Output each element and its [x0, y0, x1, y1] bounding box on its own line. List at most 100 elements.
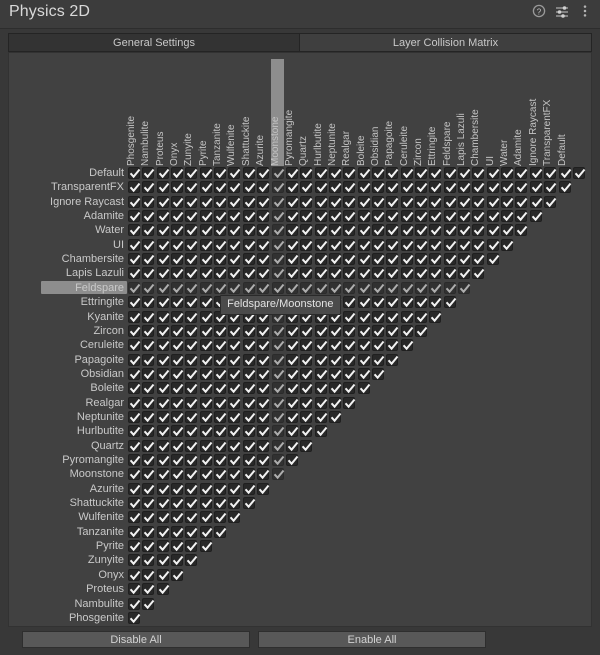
- collision-checkbox[interactable]: [257, 167, 270, 179]
- collision-checkbox[interactable]: [429, 267, 442, 280]
- collision-checkbox[interactable]: [156, 339, 169, 352]
- collision-checkbox[interactable]: [142, 353, 155, 366]
- column-header-adamite[interactable]: Adamite: [513, 129, 525, 166]
- collision-checkbox[interactable]: [343, 167, 356, 179]
- collision-checkbox[interactable]: [228, 468, 241, 481]
- collision-checkbox[interactable]: [371, 339, 385, 352]
- collision-checkbox[interactable]: [300, 396, 313, 409]
- collision-checkbox[interactable]: [185, 439, 198, 452]
- column-header-phosgenite[interactable]: Phosgenite: [126, 115, 137, 166]
- collision-checkbox[interactable]: [128, 296, 141, 309]
- collision-checkbox[interactable]: [386, 339, 399, 352]
- collision-checkbox[interactable]: [314, 195, 327, 208]
- collision-checkbox[interactable]: [128, 611, 141, 624]
- collision-checkbox[interactable]: [171, 195, 184, 208]
- collision-checkbox[interactable]: [142, 540, 155, 553]
- collision-checkbox[interactable]: [199, 238, 213, 251]
- collision-checkbox[interactable]: [228, 253, 241, 266]
- collision-checkbox[interactable]: [199, 195, 213, 208]
- collision-checkbox[interactable]: [314, 396, 327, 409]
- collision-checkbox[interactable]: [300, 224, 313, 237]
- column-header-obsidian[interactable]: Obsidian: [369, 126, 381, 166]
- column-header-ui[interactable]: UI: [484, 156, 496, 166]
- collision-checkbox[interactable]: [228, 497, 241, 510]
- collision-checkbox[interactable]: [199, 525, 213, 538]
- collision-checkbox[interactable]: [242, 181, 256, 194]
- collision-checkbox[interactable]: [429, 224, 442, 237]
- collision-checkbox[interactable]: [156, 439, 169, 452]
- collision-checkbox[interactable]: [171, 439, 184, 452]
- row-header-boleite[interactable]: Boleite: [90, 382, 124, 395]
- collision-checkbox[interactable]: [128, 367, 141, 380]
- collision-checkbox[interactable]: [142, 367, 155, 380]
- collision-checkbox[interactable]: [214, 525, 227, 538]
- collision-checkbox[interactable]: [128, 439, 141, 452]
- collision-checkbox[interactable]: [199, 353, 213, 366]
- collision-checkbox[interactable]: [156, 511, 169, 524]
- collision-checkbox[interactable]: [228, 195, 241, 208]
- collision-checkbox[interactable]: [501, 181, 514, 194]
- collision-checkbox[interactable]: [142, 324, 155, 337]
- column-header-ceruleite[interactable]: Ceruleite: [398, 125, 410, 166]
- collision-checkbox[interactable]: [185, 396, 198, 409]
- collision-checkbox[interactable]: [529, 195, 543, 208]
- collision-checkbox[interactable]: [285, 281, 299, 294]
- collision-checkbox[interactable]: [185, 511, 198, 524]
- collision-checkbox[interactable]: [214, 253, 227, 266]
- collision-checkbox[interactable]: [171, 267, 184, 280]
- collision-checkbox[interactable]: [257, 482, 270, 495]
- collision-checkbox[interactable]: [572, 167, 586, 179]
- collision-checkbox[interactable]: [171, 253, 184, 266]
- column-header-zircon[interactable]: Zircon: [413, 138, 424, 166]
- collision-checkbox[interactable]: [214, 181, 227, 194]
- collision-checkbox[interactable]: [271, 195, 284, 208]
- collision-checkbox[interactable]: [472, 167, 485, 179]
- collision-checkbox[interactable]: [128, 583, 141, 596]
- collision-checkbox[interactable]: [400, 238, 413, 251]
- collision-checkbox[interactable]: [171, 367, 184, 380]
- collision-checkbox[interactable]: [214, 195, 227, 208]
- collision-checkbox[interactable]: [171, 525, 184, 538]
- collision-checkbox[interactable]: [314, 425, 327, 438]
- row-header-onyx[interactable]: Onyx: [98, 568, 124, 581]
- collision-checkbox[interactable]: [458, 238, 471, 251]
- collision-checkbox[interactable]: [185, 238, 198, 251]
- collision-checkbox[interactable]: [128, 267, 141, 280]
- collision-checkbox[interactable]: [214, 324, 227, 337]
- collision-checkbox[interactable]: [242, 382, 256, 395]
- collision-checkbox[interactable]: [242, 167, 256, 179]
- collision-checkbox[interactable]: [228, 353, 241, 366]
- collision-checkbox[interactable]: [228, 181, 241, 194]
- collision-checkbox[interactable]: [214, 382, 227, 395]
- collision-checkbox[interactable]: [300, 238, 313, 251]
- collision-checkbox[interactable]: [429, 238, 442, 251]
- collision-checkbox[interactable]: [328, 396, 342, 409]
- collision-checkbox[interactable]: [156, 525, 169, 538]
- row-header-shattuckite[interactable]: Shattuckite: [69, 497, 124, 510]
- collision-checkbox[interactable]: [371, 195, 385, 208]
- collision-checkbox[interactable]: [142, 439, 155, 452]
- collision-checkbox[interactable]: [328, 382, 342, 395]
- collision-checkbox[interactable]: [300, 425, 313, 438]
- column-header-hurlbutite[interactable]: Hurlbutite: [312, 123, 324, 166]
- collision-checkbox[interactable]: [185, 339, 198, 352]
- collision-checkbox[interactable]: [185, 253, 198, 266]
- preset-settings-icon[interactable]: [555, 4, 569, 18]
- collision-checkbox[interactable]: [171, 238, 184, 251]
- collision-checkbox[interactable]: [171, 296, 184, 309]
- collision-checkbox[interactable]: [386, 281, 399, 294]
- collision-checkbox[interactable]: [472, 210, 485, 223]
- collision-checkbox[interactable]: [314, 167, 327, 179]
- collision-checkbox[interactable]: [199, 468, 213, 481]
- collision-checkbox[interactable]: [185, 195, 198, 208]
- collision-checkbox[interactable]: [156, 583, 169, 596]
- column-header-boleite[interactable]: Boleite: [355, 135, 367, 166]
- collision-checkbox[interactable]: [371, 367, 385, 380]
- collision-checkbox[interactable]: [214, 210, 227, 223]
- row-header-transparentfx[interactable]: TransparentFX: [51, 181, 124, 194]
- collision-checkbox[interactable]: [128, 568, 141, 581]
- collision-checkbox[interactable]: [314, 224, 327, 237]
- collision-checkbox[interactable]: [199, 540, 213, 553]
- collision-checkbox[interactable]: [472, 253, 485, 266]
- collision-checkbox[interactable]: [199, 410, 213, 423]
